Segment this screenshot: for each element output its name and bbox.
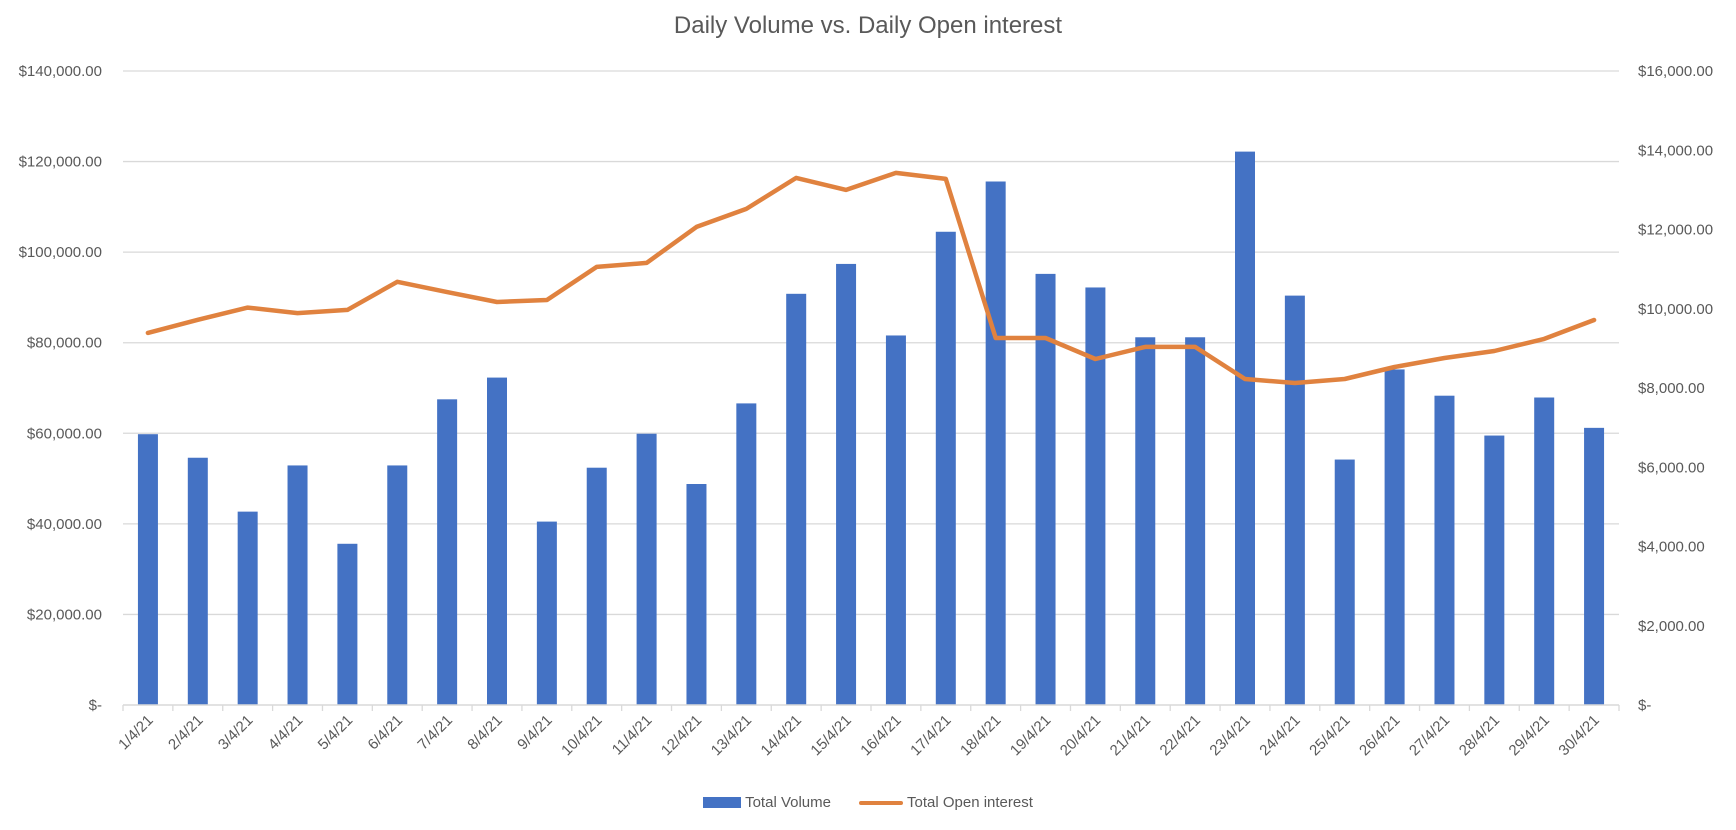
x-axis-tick-label: 20/4/21 xyxy=(1057,712,1104,759)
x-axis-tick-label: 14/4/21 xyxy=(758,712,805,759)
right-axis-tick-label: $14,000.00 xyxy=(1638,142,1713,159)
volume-bar xyxy=(786,293,807,705)
x-axis-tick-label: 27/4/21 xyxy=(1406,712,1453,759)
x-axis-tick-label: 12/4/21 xyxy=(658,712,705,759)
x-axis-tick-label: 7/4/21 xyxy=(414,712,456,754)
right-axis-tick-label: $- xyxy=(1638,697,1651,714)
volume-bar xyxy=(1534,397,1555,705)
volume-bar xyxy=(1334,459,1355,705)
legend-item-total-volume: Total Volume xyxy=(703,794,831,811)
volume-bar xyxy=(487,377,507,705)
right-axis-tick-label: $8,000.00 xyxy=(1638,380,1705,397)
left-axis-tick-label: $60,000.00 xyxy=(27,425,102,442)
x-axis-tick-label: 25/4/21 xyxy=(1306,712,1353,759)
x-axis-tick-label: 1/4/21 xyxy=(115,712,157,754)
left-axis-tick-label: $40,000.00 xyxy=(27,516,102,533)
volume-bar xyxy=(1235,151,1255,705)
volume-bar xyxy=(885,335,906,705)
x-axis-tick-label: 17/4/21 xyxy=(907,712,954,759)
right-axis-tick-label: $16,000.00 xyxy=(1638,63,1713,80)
x-axis-tick-label: 6/4/21 xyxy=(365,712,407,754)
volume-bar xyxy=(935,231,956,705)
x-axis-tick-label: 3/4/21 xyxy=(215,712,257,754)
volume-bar xyxy=(287,465,308,705)
right-y-axis: $- $2,000.00 $4,000.00 $6,000.00 $8,000.00 $1… xyxy=(1638,63,1713,714)
x-axis-tick-label: 15/4/21 xyxy=(807,712,854,759)
left-axis-tick-label: $120,000.00 xyxy=(19,154,102,171)
x-axis-tick-label: 29/4/21 xyxy=(1506,712,1553,759)
legend-label: Total Open interest xyxy=(906,794,1033,811)
volume-bar xyxy=(636,433,657,705)
volume-bar xyxy=(686,484,707,705)
volume-bar xyxy=(1035,273,1056,705)
open-interest-line xyxy=(145,170,1597,386)
volume-bar xyxy=(437,399,458,705)
x-axis-tick-label: 11/4/21 xyxy=(609,712,656,759)
x-axis-tick-label: 5/4/21 xyxy=(315,712,357,754)
volume-bar xyxy=(586,467,607,705)
volume-bar xyxy=(387,465,408,705)
x-axis-tick-label: 23/4/21 xyxy=(1206,712,1253,759)
x-axis-tick-label: 22/4/21 xyxy=(1157,712,1204,759)
volume-bar xyxy=(1085,287,1106,705)
volume-bar xyxy=(237,511,258,705)
x-axis-tick-label: 21/4/21 xyxy=(1107,712,1154,759)
right-axis-tick-label: $12,000.00 xyxy=(1638,222,1713,239)
volume-bar xyxy=(187,457,208,705)
volume-bar xyxy=(1284,295,1305,705)
volume-bar xyxy=(1185,337,1206,705)
left-axis-tick-label: $100,000.00 xyxy=(19,244,102,261)
volume-bar xyxy=(1135,337,1156,705)
volume-bars xyxy=(137,151,1605,706)
bar-swatch-icon xyxy=(703,797,742,808)
legend-item-total-open-interest: Total Open interest xyxy=(858,794,1033,811)
x-axis-tick-label: 9/4/21 xyxy=(514,712,556,754)
x-axis-tick-label: 16/4/21 xyxy=(857,712,904,759)
x-axis-tick-label: 18/4/21 xyxy=(957,712,1004,759)
volume-bar xyxy=(736,403,757,705)
volume-bar xyxy=(536,521,557,705)
x-axis-tick-label: 10/4/21 xyxy=(558,712,605,759)
x-axis-tick-label: 24/4/21 xyxy=(1256,712,1303,759)
line-swatch-icon xyxy=(858,800,903,805)
legend: Total Volume Total Open interest xyxy=(0,794,1736,811)
volume-bar xyxy=(1384,369,1405,705)
volume-bar xyxy=(137,434,158,705)
right-axis-tick-label: $2,000.00 xyxy=(1638,618,1705,635)
left-axis-tick-label: $20,000.00 xyxy=(27,606,102,623)
left-y-axis: $- $20,000.00 $40,000.00 $60,000.00 $80,000.… xyxy=(19,63,102,714)
x-axis-tick-label: 2/4/21 xyxy=(165,712,207,754)
volume-bar xyxy=(836,263,857,705)
volume-bar xyxy=(1434,395,1455,705)
gridlines xyxy=(123,70,1619,616)
left-axis-tick-label: $140,000.00 xyxy=(19,63,102,80)
volume-bar xyxy=(985,181,1006,706)
x-axis-tick-label: 30/4/21 xyxy=(1555,712,1602,759)
x-axis-tick-label: 4/4/21 xyxy=(265,712,307,754)
volume-bar xyxy=(1584,427,1605,705)
x-axis-tick-label: 19/4/21 xyxy=(1007,712,1054,759)
x-axis: 1/4/21 2/4/21 3/4/21 4/4/21 5/4/21 6/4/21 7/4/… xyxy=(115,704,1620,759)
open-interest-polyline xyxy=(145,170,1597,386)
right-axis-tick-label: $10,000.00 xyxy=(1638,301,1713,318)
volume-bar xyxy=(337,543,358,705)
legend-label: Total Volume xyxy=(745,794,831,811)
x-axis-tick-label: 8/4/21 xyxy=(464,712,506,754)
right-axis-tick-label: $4,000.00 xyxy=(1638,539,1705,556)
x-axis-tick-label: 28/4/21 xyxy=(1456,712,1503,759)
left-axis-tick-label: $80,000.00 xyxy=(27,335,102,352)
x-axis-tick-label: 13/4/21 xyxy=(708,712,755,759)
x-axis-tick-label: 26/4/21 xyxy=(1356,712,1403,759)
left-axis-tick-label: $- xyxy=(89,697,102,714)
chart-title: Daily Volume vs. Daily Open interest xyxy=(673,12,1063,39)
volume-bar xyxy=(1484,435,1505,705)
right-axis-tick-label: $6,000.00 xyxy=(1638,459,1705,476)
